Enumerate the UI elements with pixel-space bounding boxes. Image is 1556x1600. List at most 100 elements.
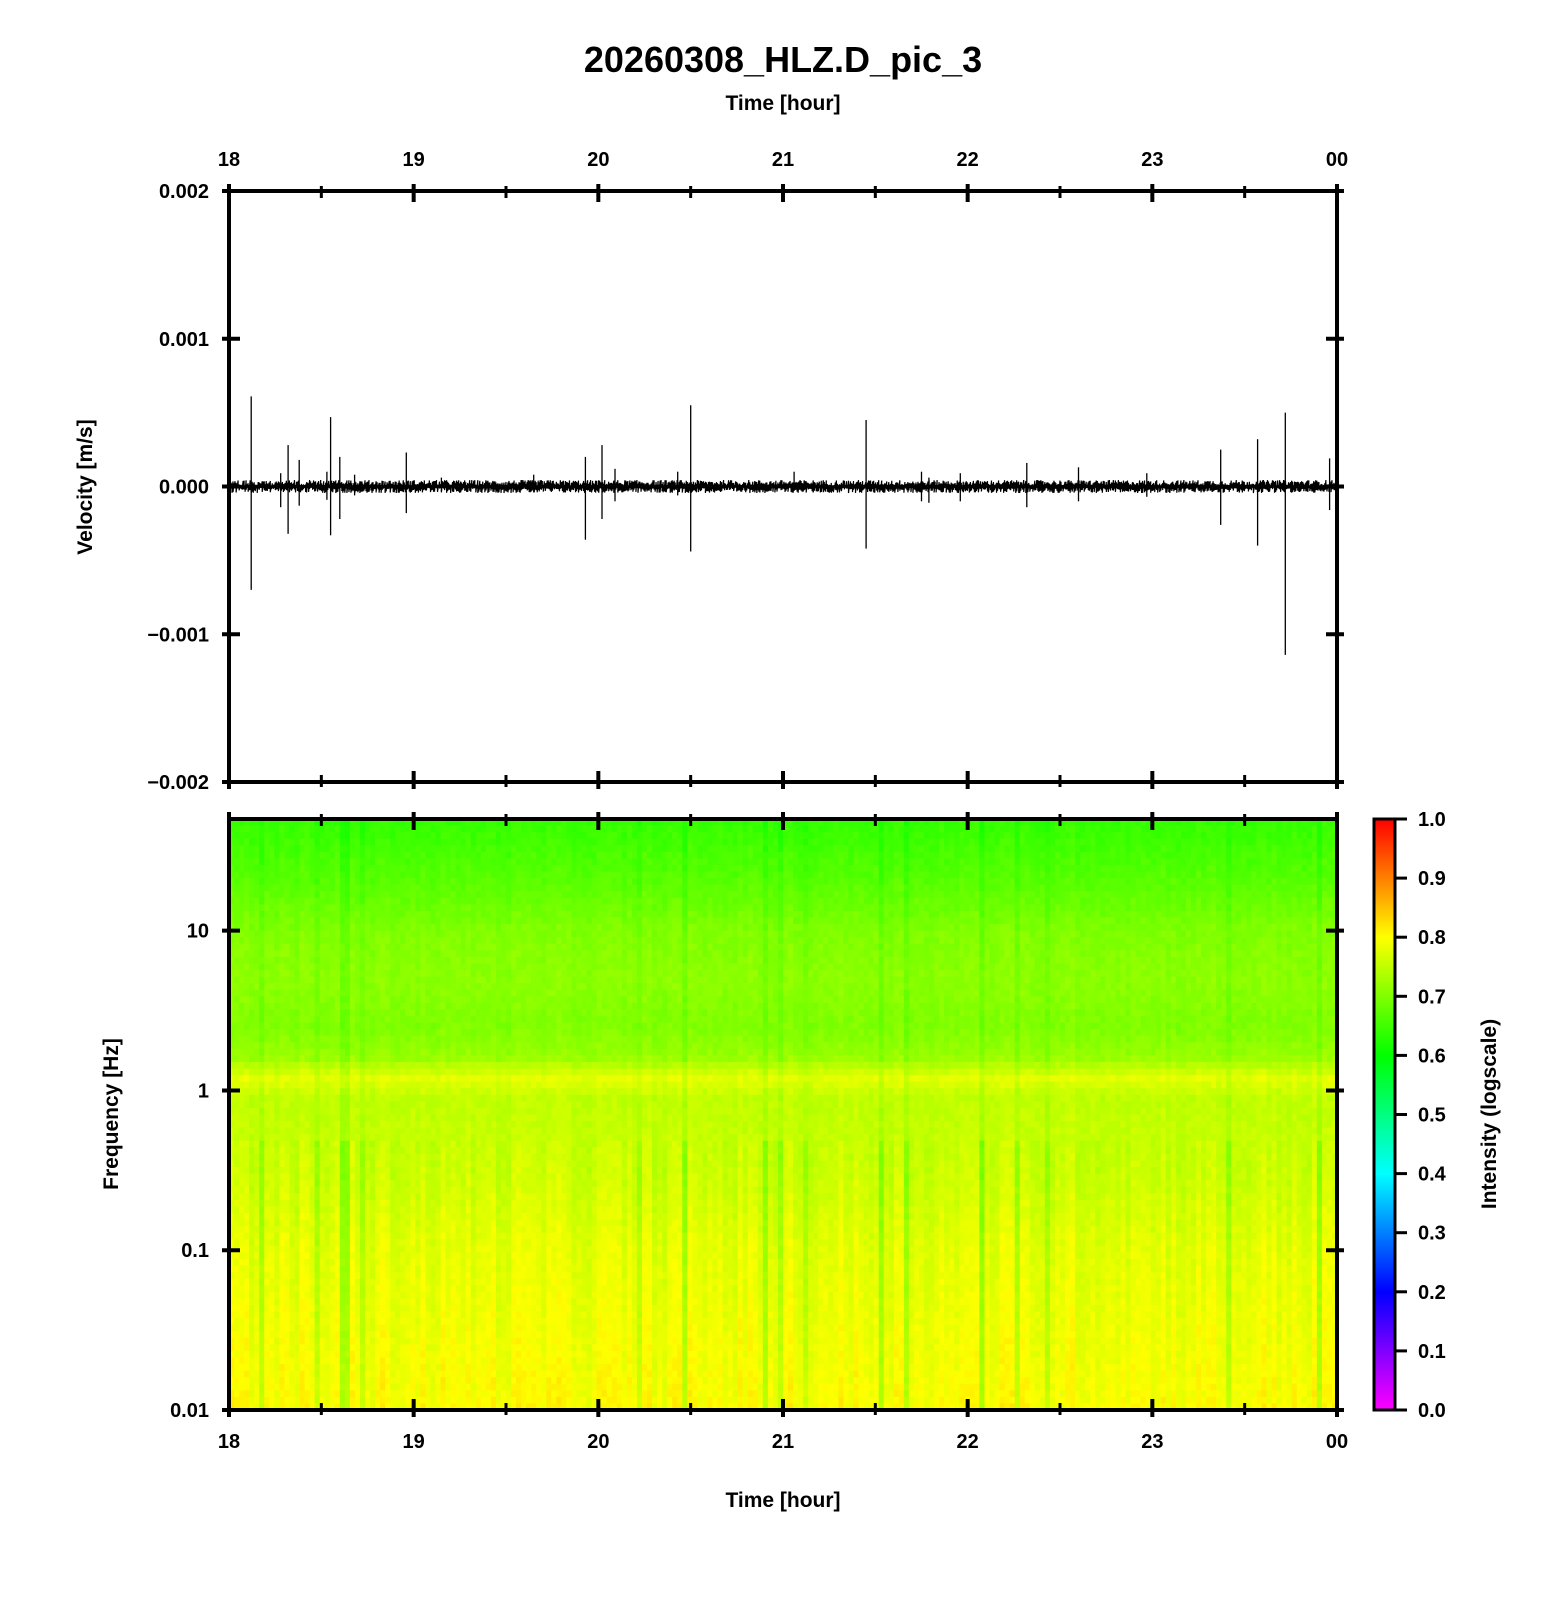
spectrogram-cell <box>259 1258 265 1267</box>
spectrogram-cell <box>234 904 240 912</box>
spectrogram-cell <box>339 1114 346 1122</box>
spectrogram-cell <box>470 930 477 938</box>
spectrogram-cell <box>375 1134 381 1142</box>
spectrogram-cell <box>354 1055 361 1063</box>
spectrogram-cell <box>259 1068 265 1076</box>
spectrogram-cell <box>234 1121 240 1129</box>
spectrogram-cell <box>475 1107 482 1116</box>
spectrogram-cell <box>435 1304 442 1313</box>
spectrogram-cell <box>254 1239 260 1247</box>
spectrogram-cell <box>475 1035 482 1043</box>
spectrogram-cell <box>249 1048 255 1056</box>
spectrogram-cell <box>475 1180 482 1188</box>
spectrogram-cell <box>430 1042 437 1050</box>
spectrogram-cell <box>349 983 356 991</box>
spectrogram-cell <box>450 845 457 853</box>
spectrogram-cell <box>470 1075 477 1083</box>
spectrogram-cell <box>395 1383 401 1391</box>
spectrogram-cell <box>415 1061 421 1070</box>
spectrogram-cell <box>455 891 462 899</box>
spectrogram-cell <box>435 1055 442 1063</box>
spectrogram-cell <box>299 1081 306 1089</box>
spectrogram-cell <box>395 983 401 991</box>
spectrogram-cell <box>299 1206 306 1214</box>
spectrogram-cell <box>425 1042 432 1050</box>
spectrogram-cell <box>239 1022 245 1030</box>
spectrogram-cell <box>344 1370 351 1378</box>
spectrogram-cell <box>420 1114 427 1122</box>
spectrogram-cell <box>279 976 285 984</box>
spectrogram-cell <box>380 838 386 846</box>
spectrogram-cell <box>274 1114 280 1122</box>
spectrogram-cell <box>375 1042 381 1050</box>
spectrogram-cell <box>294 1337 301 1345</box>
spectrogram-cell <box>420 1364 427 1372</box>
spectrogram-cell <box>495 943 502 951</box>
spectrogram-cell <box>274 1304 280 1313</box>
spectrogram-cell <box>279 1239 285 1247</box>
spectrogram-cell <box>284 884 291 892</box>
spectrogram-cell <box>470 1304 477 1313</box>
spectrogram-cell <box>395 1311 401 1319</box>
spectrogram-cell <box>380 1048 386 1056</box>
spectrogram-cell <box>344 1193 351 1201</box>
spectrogram-cell <box>375 819 381 827</box>
spectrogram-cell <box>254 1291 260 1299</box>
spectrogram-cell <box>380 1167 386 1175</box>
spectrogram-cell <box>445 1226 452 1234</box>
spectrogram-cell <box>289 956 296 965</box>
spectrogram-cell <box>354 1016 361 1024</box>
spectrogram-cell <box>405 1370 411 1378</box>
spectrogram-cell <box>364 845 371 853</box>
spectrogram-cell <box>450 956 457 965</box>
spectrogram-cell <box>420 1147 427 1155</box>
spectrogram-cell <box>284 1147 291 1155</box>
spectrogram-cell <box>435 1239 442 1247</box>
spectrogram-cell <box>364 864 371 873</box>
spectrogram-cell <box>229 1042 235 1050</box>
spectrogram-cell <box>400 930 406 938</box>
spectrogram-cell <box>435 1206 442 1214</box>
spectrogram-cell <box>294 1127 301 1135</box>
spectrogram-cell <box>435 871 442 879</box>
spectrogram-cell <box>485 1094 492 1102</box>
spectrogram-cell <box>244 871 250 879</box>
spectrogram-cell <box>364 937 371 945</box>
spectrogram-cell <box>420 1298 427 1306</box>
spectrogram-cell <box>430 1383 437 1391</box>
spectrogram-cell <box>239 983 245 991</box>
spectrogram-cell <box>334 989 341 997</box>
spectrogram-cell <box>329 1042 336 1050</box>
spectrogram-cell <box>319 956 326 965</box>
spectrogram-cell <box>294 838 301 846</box>
spectrogram-cell <box>370 904 376 912</box>
spectrogram-cell <box>279 1265 285 1273</box>
spectrogram-cell <box>359 1153 366 1162</box>
spectrogram-cell <box>359 930 366 938</box>
spectrogram-cell <box>490 1147 497 1155</box>
spectrogram-cell <box>309 1167 316 1175</box>
spectrogram-cell <box>450 930 457 938</box>
spectrogram-cell <box>430 983 437 991</box>
spectrogram-cell <box>269 1291 275 1299</box>
spectrogram-cell <box>304 1252 311 1260</box>
spectrogram-cell <box>364 878 371 886</box>
spectrogram-cell <box>244 858 250 866</box>
spectrogram-cell <box>430 1245 437 1253</box>
spectrogram-cell <box>319 1061 326 1070</box>
spectrogram-cell <box>395 832 401 840</box>
spectrogram-cell <box>329 1134 336 1142</box>
spectrogram-cell <box>440 1291 447 1299</box>
spectrogram-cell <box>264 891 270 899</box>
spectrogram-cell <box>239 963 245 971</box>
spectrogram-cell <box>329 1226 336 1234</box>
spectrogram-cell <box>274 858 280 866</box>
spectrogram-cell <box>490 1088 497 1096</box>
spectrogram-cell <box>319 1357 326 1365</box>
spectrogram-cell <box>455 838 462 846</box>
spectrogram-cell <box>380 943 386 951</box>
spectrogram-cell <box>470 1357 477 1365</box>
spectrogram-cell <box>495 924 502 932</box>
spectrogram-cell <box>490 917 497 925</box>
spectrogram-cell <box>289 897 296 905</box>
